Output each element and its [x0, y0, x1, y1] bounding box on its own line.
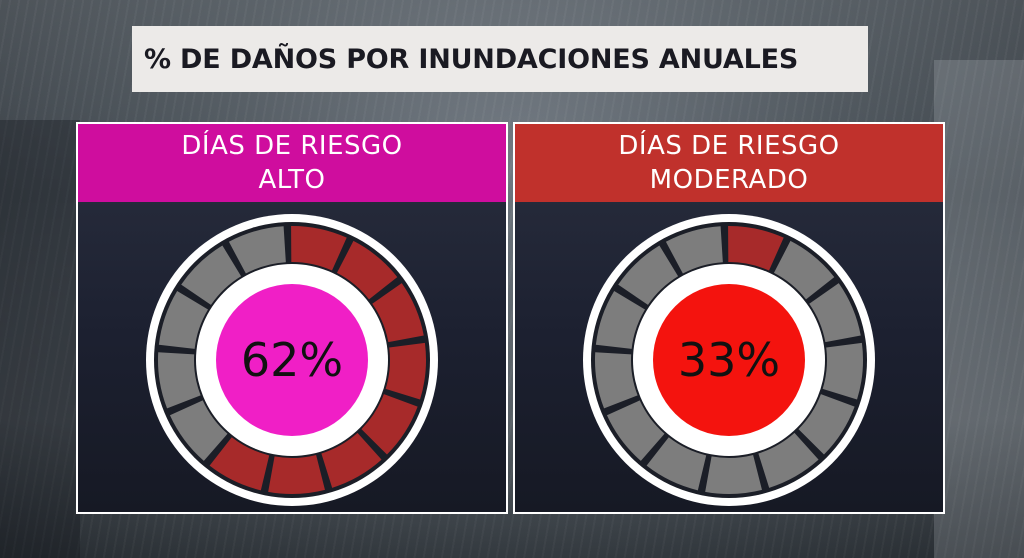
background-right-shade	[934, 60, 1024, 558]
gauge-panel-body: DÍAS DE RIESGO MODERADO 33%	[515, 124, 943, 512]
gauge-value-label: 62%	[241, 333, 343, 387]
gauge-center-disc	[653, 284, 805, 436]
gauge-segment-empty	[646, 437, 707, 491]
gauge-segment-filled	[209, 437, 270, 491]
gauge-segment-filled	[336, 240, 398, 300]
gauge-segment-empty	[169, 400, 228, 461]
gauge-segment-empty	[228, 226, 286, 274]
gauge-segment-empty	[758, 432, 819, 488]
gauge-header-line1: DÍAS DE RIESGO	[618, 131, 840, 161]
gauge-segment-empty	[595, 290, 646, 349]
gauge-segment-filled	[268, 454, 325, 494]
gauge-header-line1: DÍAS DE RIESGO	[181, 131, 403, 161]
gauge-segment-empty	[618, 245, 679, 305]
gauge-segment-filled	[728, 226, 784, 271]
gauge-panel-header: DÍAS DE RIESGO ALTO	[78, 124, 506, 202]
chart-title: % DE DAÑOS POR INUNDACIONES ANUALES	[144, 43, 799, 75]
gauge-segment-empty	[705, 454, 762, 494]
gauge-segment-empty	[595, 352, 638, 409]
gauge-header-line2: ALTO	[258, 165, 326, 195]
gauge-segment-empty	[798, 394, 855, 455]
gauge-segment-empty	[822, 342, 863, 400]
gauge-center-disc	[216, 284, 368, 436]
gauge-segment-empty	[181, 245, 242, 305]
gauge-panel-body: DÍAS DE RIESGO ALTO 62%	[78, 124, 506, 512]
gauge-header-line2: MODERADO	[649, 165, 809, 195]
title-bar: % DE DAÑOS POR INUNDACIONES ANUALES	[132, 26, 868, 92]
gauge-segment-filled	[372, 283, 424, 343]
gauge-svg: 33%	[583, 214, 875, 506]
gauge-segment-filled	[321, 432, 382, 488]
gauge-segment-empty	[773, 240, 835, 300]
gauge-panel-header: DÍAS DE RIESGO MODERADO	[515, 124, 943, 202]
gauge-panel-moderate-risk: DÍAS DE RIESGO MODERADO 33%	[513, 122, 945, 514]
gauge-segment-filled	[291, 226, 347, 271]
gauge-ring: 62%	[142, 210, 442, 510]
gauge-ring: 33%	[579, 210, 879, 510]
gauge-segment-filled	[361, 394, 418, 455]
background-left-shade	[0, 120, 80, 558]
gauge-panel-high-risk: DÍAS DE RIESGO ALTO 62%	[76, 122, 508, 514]
gauge-segment-filled	[385, 342, 426, 400]
gauge-segment-empty	[606, 400, 665, 461]
gauge-value-label: 33%	[678, 333, 780, 387]
gauge-segment-empty	[158, 290, 209, 349]
gauge-segment-empty	[158, 352, 201, 409]
gauge-segment-empty	[665, 226, 723, 274]
gauge-segment-empty	[809, 283, 861, 343]
gauge-svg: 62%	[146, 214, 438, 506]
